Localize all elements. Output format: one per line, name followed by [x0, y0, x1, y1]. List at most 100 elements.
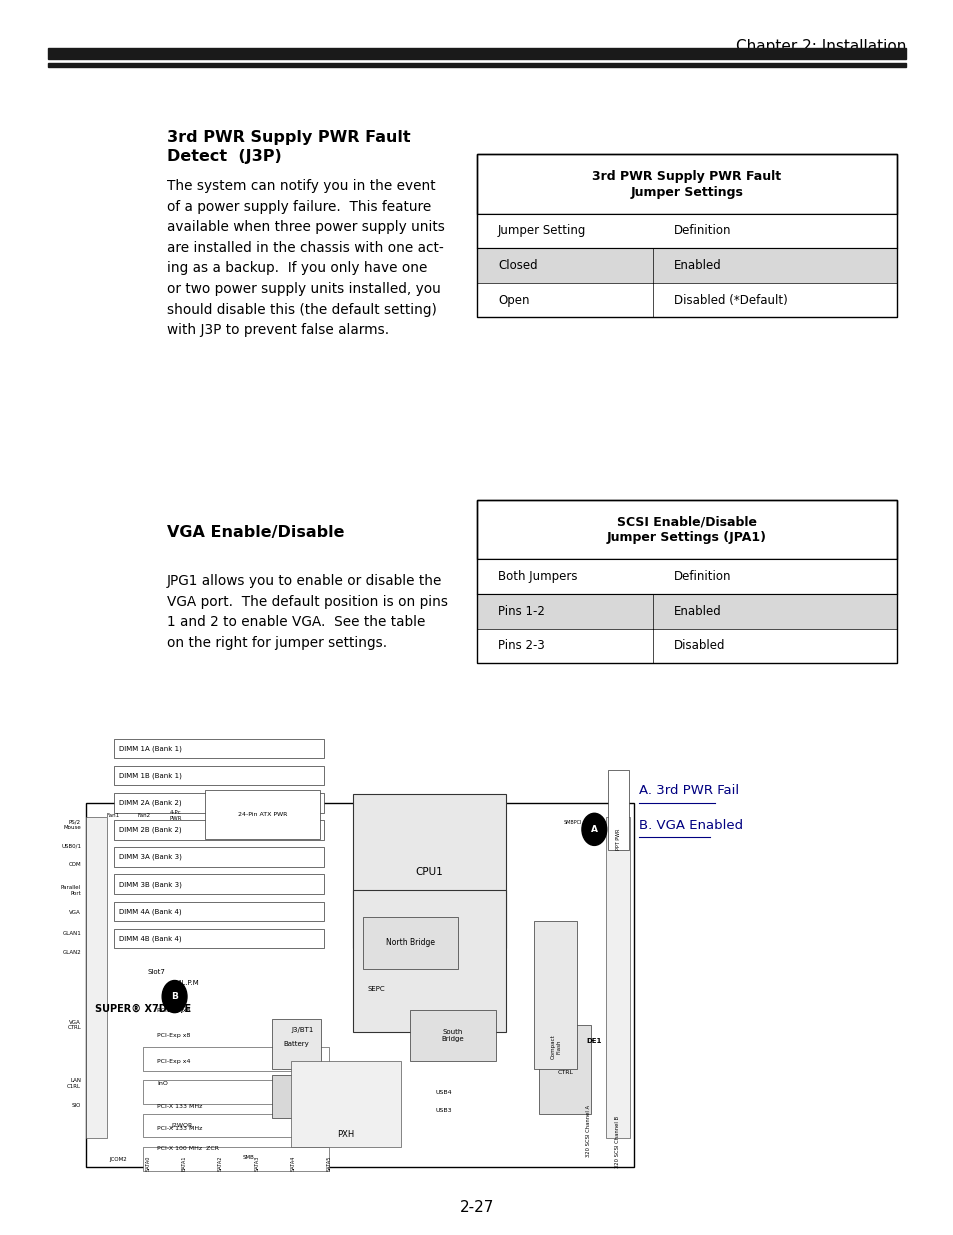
Text: SCSI
CTRL: SCSI CTRL: [558, 1065, 573, 1076]
Text: DE1: DE1: [586, 1039, 601, 1045]
Bar: [476, 559, 896, 594]
Text: SML.P.M: SML.P.M: [172, 981, 199, 986]
Bar: [291, 1061, 400, 1147]
Bar: [410, 1009, 496, 1061]
Text: CPU1: CPU1: [415, 867, 443, 877]
Text: SATA0: SATA0: [145, 1156, 151, 1171]
Bar: [476, 594, 896, 629]
Bar: [143, 1047, 329, 1071]
Text: Slot7: Slot7: [148, 969, 166, 976]
Text: DIMM 1B (Bank 1): DIMM 1B (Bank 1): [119, 772, 182, 779]
Bar: [362, 916, 457, 968]
Text: DIMM 3B (Bank 3): DIMM 3B (Bank 3): [119, 881, 182, 888]
Bar: [605, 818, 629, 1137]
Bar: [538, 1025, 591, 1114]
Text: PCI-X 100 MHz  ZCR: PCI-X 100 MHz ZCR: [157, 1146, 219, 1151]
Bar: [143, 1081, 329, 1104]
Bar: [476, 500, 896, 663]
Text: BATA1: BATA1: [181, 1156, 187, 1171]
Text: Pins 1-2: Pins 1-2: [497, 605, 544, 618]
Bar: [353, 794, 505, 948]
Text: PPT PWR: PPT PWR: [615, 829, 620, 850]
Text: USB4: USB4: [435, 1091, 452, 1095]
Text: PCI-X 133 MHz: PCI-X 133 MHz: [157, 1104, 203, 1109]
Text: A. 3rd PWR Fail: A. 3rd PWR Fail: [639, 784, 739, 798]
Text: B. VGA Enabled: B. VGA Enabled: [639, 819, 742, 832]
Text: PCI-Exp x8: PCI-Exp x8: [157, 1034, 191, 1039]
Text: 320 SCSI Channel A: 320 SCSI Channel A: [585, 1104, 591, 1157]
Text: LAN
C1RL: LAN C1RL: [67, 1078, 81, 1089]
Bar: [114, 902, 324, 921]
Text: 320 SCSI Channel B: 320 SCSI Channel B: [614, 1115, 619, 1167]
Text: Definition: Definition: [674, 225, 731, 237]
Text: SATA5: SATA5: [326, 1156, 332, 1171]
Bar: [534, 920, 577, 1068]
Text: PCI-Exp x4: PCI-Exp x4: [157, 1058, 191, 1063]
Text: Enabled: Enabled: [674, 605, 721, 618]
Bar: [86, 803, 634, 1167]
Text: SATA3: SATA3: [253, 1156, 259, 1171]
Text: B: B: [171, 992, 178, 1002]
Text: SMBPCI: SMBPCI: [562, 820, 581, 825]
Text: 24-Pin ATX PWR: 24-Pin ATX PWR: [237, 811, 287, 818]
Text: SATA2: SATA2: [217, 1156, 223, 1171]
Text: SATA4: SATA4: [290, 1156, 295, 1171]
Text: BIOS: BIOS: [297, 1093, 314, 1102]
Text: Fan2: Fan2: [137, 813, 151, 818]
Text: PXH: PXH: [336, 1130, 354, 1139]
Text: InO: InO: [157, 1081, 168, 1086]
Text: Disabled: Disabled: [674, 640, 725, 652]
Text: Parallel
Port: Parallel Port: [61, 884, 81, 895]
Text: 3rd PWR Supply PWR Fault
Jumper Settings: 3rd PWR Supply PWR Fault Jumper Settings: [592, 169, 781, 199]
Bar: [353, 890, 505, 1032]
Bar: [476, 500, 896, 559]
Circle shape: [162, 981, 187, 1013]
Bar: [476, 154, 896, 214]
Text: VGA
CTRL: VGA CTRL: [68, 1020, 81, 1030]
Circle shape: [581, 814, 606, 846]
Bar: [114, 766, 324, 785]
Text: GLAN2: GLAN2: [62, 950, 81, 955]
Text: J2WOR: J2WOR: [172, 1123, 193, 1128]
Text: DIMM 4B (Bank 4): DIMM 4B (Bank 4): [119, 935, 182, 942]
Text: Enabled: Enabled: [674, 259, 721, 272]
Text: VGA: VGA: [70, 909, 81, 915]
Bar: [114, 793, 324, 813]
Text: PCI-X 133 MHz: PCI-X 133 MHz: [157, 1126, 203, 1131]
Text: J3/BT1: J3/BT1: [291, 1028, 313, 1034]
Text: SIO: SIO: [71, 1103, 81, 1108]
Text: North Bridge: North Bridge: [385, 939, 435, 947]
Bar: [476, 214, 896, 248]
Bar: [205, 790, 319, 840]
Text: Disabled (*Default): Disabled (*Default): [674, 294, 787, 306]
Text: JPG1 allows you to enable or disable the
VGA port.  The default position is on p: JPG1 allows you to enable or disable the…: [167, 574, 448, 650]
Text: PCI-Exp x8: PCI-Exp x8: [157, 1008, 191, 1013]
Text: Definition: Definition: [674, 571, 731, 583]
Text: Compact
Flash: Compact Flash: [550, 1035, 561, 1060]
Text: DIMM 1A (Bank 1): DIMM 1A (Bank 1): [119, 745, 182, 752]
Text: Open: Open: [497, 294, 529, 306]
Bar: [272, 1074, 340, 1118]
Bar: [114, 847, 324, 867]
Bar: [476, 283, 896, 317]
Text: USB3: USB3: [435, 1108, 452, 1113]
Text: Battery: Battery: [284, 1041, 309, 1047]
Bar: [476, 629, 896, 663]
Bar: [114, 739, 324, 758]
Bar: [86, 818, 107, 1137]
Text: SCSI Enable/Disable
Jumper Settings (JPA1): SCSI Enable/Disable Jumper Settings (JPA…: [606, 515, 766, 545]
Bar: [607, 769, 628, 850]
Text: GLAN1: GLAN1: [62, 931, 81, 936]
Bar: [114, 929, 324, 948]
Text: COM: COM: [69, 862, 81, 867]
Text: Closed: Closed: [497, 259, 537, 272]
Bar: [114, 874, 324, 894]
Bar: [143, 1147, 329, 1171]
Text: DIMM 4A (Bank 4): DIMM 4A (Bank 4): [119, 908, 182, 915]
Bar: [48, 63, 905, 67]
Text: DIMM 2A (Bank 2): DIMM 2A (Bank 2): [119, 799, 182, 806]
Text: Fan1: Fan1: [106, 813, 119, 818]
Bar: [48, 48, 905, 59]
Text: JCOM2: JCOM2: [110, 1156, 128, 1162]
Text: SMB: SMB: [242, 1156, 253, 1161]
